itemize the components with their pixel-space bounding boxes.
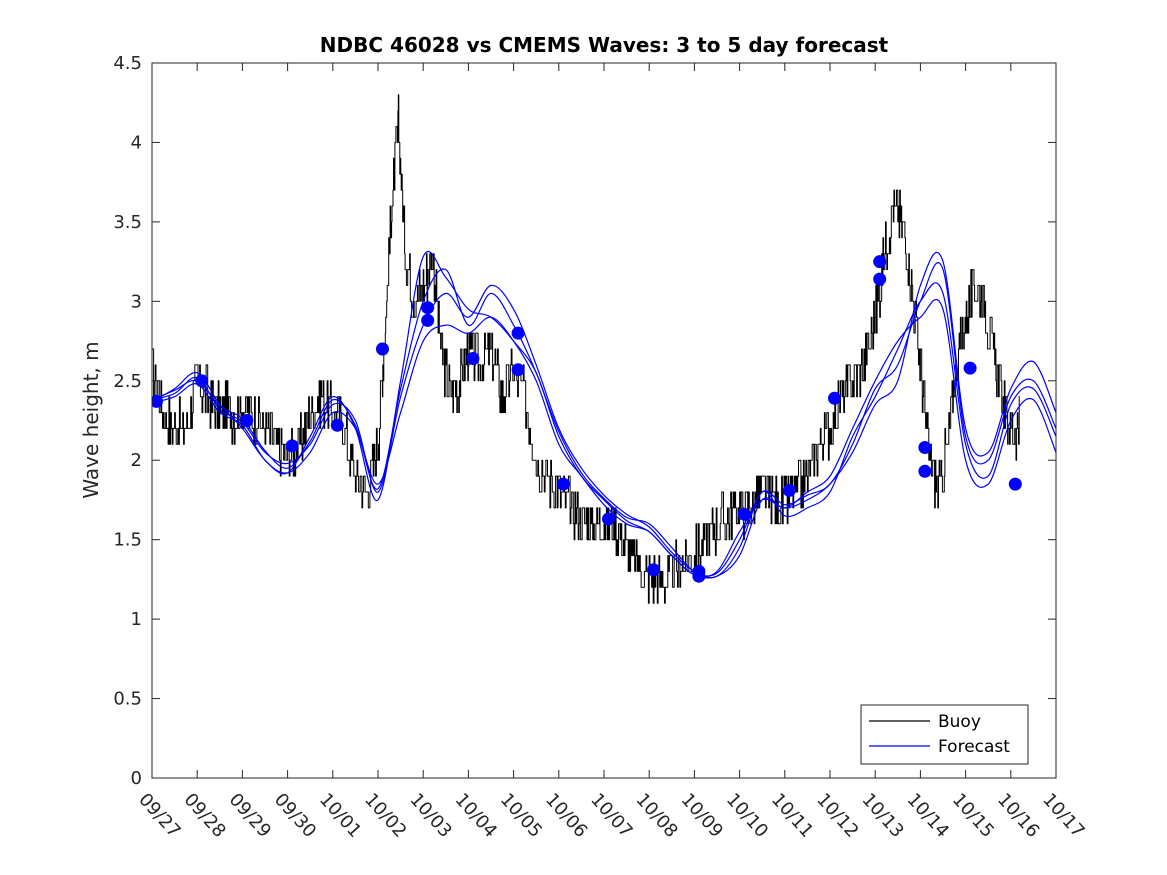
- y-axis-label: Wave height, m: [79, 341, 103, 498]
- y-tick-label: 3.5: [113, 212, 142, 233]
- forecast-point: [511, 326, 525, 340]
- forecast-point: [421, 301, 435, 315]
- x-tick-label: 10/02: [360, 789, 410, 842]
- forecast-point: [647, 563, 661, 577]
- y-tick-label: 1: [131, 609, 142, 630]
- x-tick-label: 10/16: [993, 789, 1043, 842]
- forecast-series-line-3: [152, 299, 1056, 579]
- legend-label-forecast: Forecast: [938, 737, 1010, 757]
- x-tick-label: 10/06: [541, 789, 591, 842]
- forecast-point: [828, 391, 841, 405]
- axes-box: [151, 62, 1057, 779]
- plot-area: [152, 94, 1056, 604]
- forecast-point: [918, 464, 932, 478]
- forecast-point: [421, 313, 435, 327]
- forecast-point: [918, 441, 932, 454]
- x-tick-label: 10/01: [315, 789, 365, 842]
- forecast-point: [466, 352, 480, 365]
- forecast-point: [737, 507, 751, 521]
- x-tick-label: 10/14: [903, 789, 953, 842]
- x-tick-label: 09/30: [270, 789, 320, 842]
- legend-label-buoy: Buoy: [938, 712, 981, 732]
- forecast-point: [602, 512, 615, 526]
- y-tick-label: 0: [131, 768, 142, 789]
- y-tick-label: 4.5: [113, 53, 142, 74]
- chart-title: NDBC 46028 vs CMEMS Waves: 3 to 5 day fo…: [320, 33, 889, 57]
- x-tick-label: 10/10: [722, 789, 772, 842]
- forecast-point: [330, 418, 344, 432]
- forecast-point: [1008, 477, 1022, 491]
- forecast-series-line-4: [152, 262, 1056, 577]
- forecast-series-line-1: [152, 250, 1056, 578]
- forecast-point: [873, 272, 887, 286]
- x-tick-label: 09/27: [134, 789, 184, 842]
- forecast-point: [511, 363, 525, 377]
- x-tick-label: 10/13: [857, 789, 907, 842]
- x-tick-label: 10/15: [948, 789, 998, 842]
- forecast-point: [195, 374, 209, 388]
- y-tick-label: 2.5: [113, 371, 142, 392]
- x-tick-label: 10/17: [1038, 789, 1088, 842]
- forecast-point: [376, 342, 389, 356]
- forecast-point: [152, 394, 163, 408]
- x-tick-label: 10/04: [451, 789, 501, 842]
- forecast-series-line-2: [152, 282, 1056, 579]
- forecast-point: [963, 361, 977, 375]
- x-tick-label: 10/03: [405, 789, 455, 842]
- forecast-point: [285, 439, 299, 453]
- legend-box: [860, 704, 1029, 765]
- forecast-point: [692, 569, 706, 583]
- legend: Buoy Forecast: [860, 704, 1029, 765]
- x-tick-label: 10/07: [586, 789, 636, 842]
- x-tick-label: 09/28: [179, 789, 229, 842]
- y-tick-label: 3: [131, 291, 142, 312]
- forecast-point: [873, 255, 887, 269]
- x-tick-label: 10/05: [496, 789, 546, 842]
- y-tick-label: 2: [131, 450, 142, 471]
- x-tick-label: 10/08: [631, 789, 681, 842]
- y-tick-label: 1.5: [113, 530, 142, 551]
- x-tick-label: 10/12: [812, 789, 862, 842]
- y-tick-label: 0.5: [113, 689, 142, 710]
- x-tick-label: 10/09: [677, 789, 727, 842]
- forecast-point: [240, 414, 254, 427]
- y-tick-label: 4: [131, 132, 142, 153]
- forecast-point: [782, 483, 796, 497]
- forecast-point: [556, 477, 570, 491]
- y-axis: 0 0.5 1 1.5 2 2.5 3 3.5 4 4.5: [113, 53, 1056, 789]
- x-tick-label: 09/29: [225, 789, 275, 842]
- buoy-series-line: [152, 94, 1020, 604]
- x-tick-label: 10/11: [767, 789, 817, 842]
